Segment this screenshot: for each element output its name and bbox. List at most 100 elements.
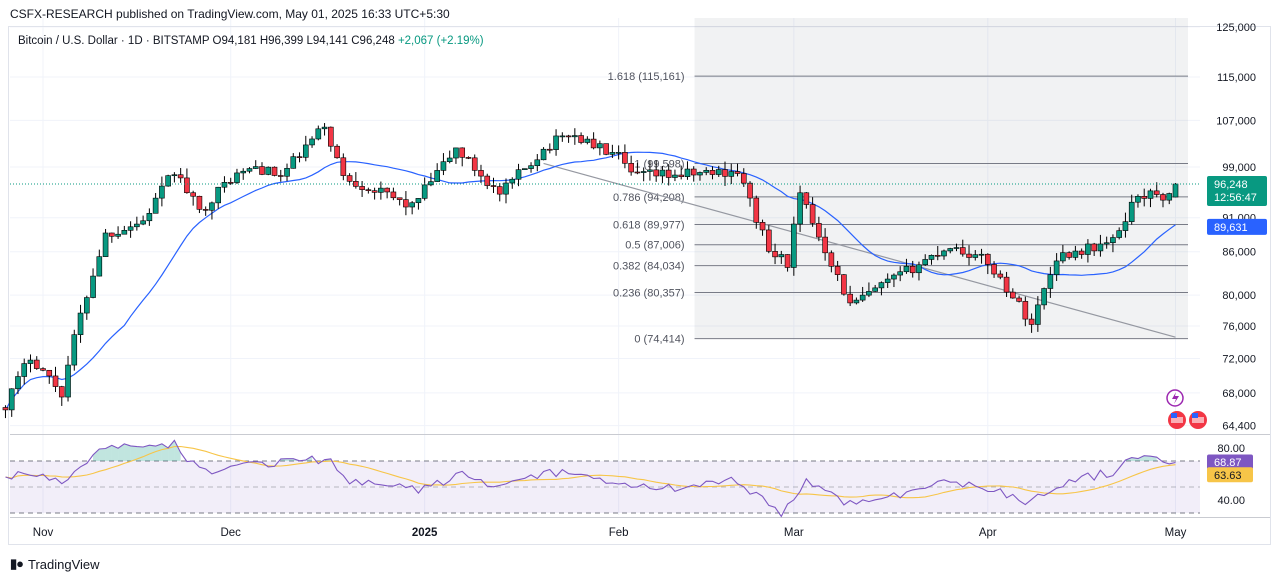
candle-up[interactable] [553, 129, 559, 156]
candle-down[interactable] [353, 172, 359, 189]
candle-up[interactable] [584, 136, 591, 145]
candle-down[interactable] [1003, 271, 1010, 297]
candle-down[interactable] [1153, 182, 1160, 198]
candle-down[interactable] [1016, 295, 1022, 303]
candle-down[interactable] [766, 225, 772, 254]
candle-up[interactable] [1047, 266, 1054, 298]
candle-up[interactable] [1116, 227, 1122, 240]
candle-down[interactable] [753, 195, 760, 229]
candle-up[interactable] [140, 215, 146, 226]
candle-up[interactable] [597, 140, 603, 156]
moving-average-line[interactable] [4, 151, 1176, 411]
candle-up[interactable] [171, 172, 178, 183]
candle-up[interactable] [15, 371, 21, 395]
candle-up[interactable] [559, 132, 566, 142]
candle-up[interactable] [378, 181, 384, 200]
candle-up[interactable] [866, 282, 872, 298]
candle-down[interactable] [271, 166, 278, 177]
candle-up[interactable] [922, 254, 929, 266]
candle-down[interactable] [2, 405, 9, 419]
candle-down[interactable] [1022, 296, 1029, 327]
candle-up[interactable] [647, 160, 653, 181]
candle-down[interactable] [52, 366, 59, 393]
candle-down[interactable] [58, 385, 65, 406]
candle-up[interactable] [916, 261, 922, 281]
candle-up[interactable] [115, 226, 121, 239]
candle-down[interactable] [590, 132, 597, 150]
candle-up[interactable] [440, 153, 447, 176]
candle-up[interactable] [1072, 245, 1079, 261]
candle-up[interactable] [972, 250, 979, 261]
candle-down[interactable] [196, 195, 203, 214]
candle-down[interactable] [1010, 288, 1016, 299]
candle-up[interactable] [684, 161, 691, 180]
candle-down[interactable] [40, 367, 46, 372]
candle-down[interactable] [809, 197, 816, 227]
candle-up[interactable] [127, 221, 134, 238]
candle-down[interactable] [1160, 192, 1166, 208]
candle-up[interactable] [415, 198, 422, 210]
candle-up[interactable] [446, 150, 453, 164]
candle-down[interactable] [471, 154, 478, 177]
candle-up[interactable] [434, 163, 440, 182]
rsi-ma-line[interactable] [5, 445, 1176, 499]
price-axis[interactable]: 125,000115,000107,00099,00091,00086,0008… [1207, 22, 1267, 433]
candle-down[interactable] [459, 147, 466, 167]
fib-retracement[interactable]: 1.618 (115,161) 1 (99,598) 0.786 (94,208) 0… [608, 18, 1188, 346]
candle-up[interactable] [159, 176, 165, 207]
candle-up[interactable] [872, 284, 878, 292]
event-icons[interactable] [1166, 389, 1207, 429]
candle-down[interactable] [384, 187, 390, 199]
candle-down[interactable] [828, 250, 835, 273]
candle-up[interactable] [290, 153, 297, 169]
candle-up[interactable] [528, 162, 534, 173]
candle-up[interactable] [1128, 194, 1135, 225]
candle-down[interactable] [109, 232, 115, 243]
candle-up[interactable] [1097, 234, 1104, 257]
candle-down[interactable] [665, 164, 672, 186]
candle-down[interactable] [296, 152, 303, 163]
candle-up[interactable] [1135, 194, 1141, 208]
candle-down[interactable] [816, 216, 822, 242]
candle-down[interactable] [328, 126, 334, 152]
candle-down[interactable] [634, 162, 641, 175]
candle-up[interactable] [83, 295, 90, 320]
candle-up[interactable] [409, 201, 415, 215]
candle-up[interactable] [234, 168, 240, 184]
candle-up[interactable] [284, 163, 290, 182]
trend-line[interactable] [543, 162, 1176, 338]
candle-down[interactable] [359, 180, 365, 197]
rsi-line[interactable] [5, 439, 1176, 518]
candle-up[interactable] [778, 250, 785, 264]
candle-up[interactable] [309, 136, 315, 148]
candle-down[interactable] [403, 191, 409, 216]
candle-down[interactable] [909, 260, 916, 278]
candle-up[interactable] [1085, 239, 1091, 263]
candle-down[interactable] [190, 190, 196, 206]
candle-up[interactable] [978, 248, 985, 264]
candle-down[interactable] [959, 239, 966, 257]
candle-up[interactable] [572, 128, 578, 145]
candle-up[interactable] [165, 174, 171, 187]
candle-up[interactable] [878, 281, 885, 296]
candle-up[interactable] [859, 286, 866, 302]
candle-up[interactable] [609, 144, 616, 158]
candle-down[interactable] [484, 173, 491, 190]
candle-up[interactable] [1147, 188, 1154, 208]
candle-down[interactable] [46, 369, 53, 384]
candle-down[interactable] [678, 165, 685, 180]
candle-up[interactable] [615, 145, 622, 160]
candle-down[interactable] [365, 187, 372, 194]
candle-down[interactable] [490, 177, 497, 193]
candle-down[interactable] [390, 187, 397, 201]
candle-up[interactable] [1035, 296, 1041, 332]
candle-up[interactable] [146, 208, 153, 226]
candle-down[interactable] [784, 254, 791, 272]
candle-up[interactable] [797, 185, 803, 232]
candle-up[interactable] [221, 176, 228, 193]
candle-up[interactable] [321, 123, 328, 136]
candle-up[interactable] [121, 225, 128, 235]
candle-up[interactable] [515, 163, 522, 187]
candle-up[interactable] [941, 249, 947, 260]
